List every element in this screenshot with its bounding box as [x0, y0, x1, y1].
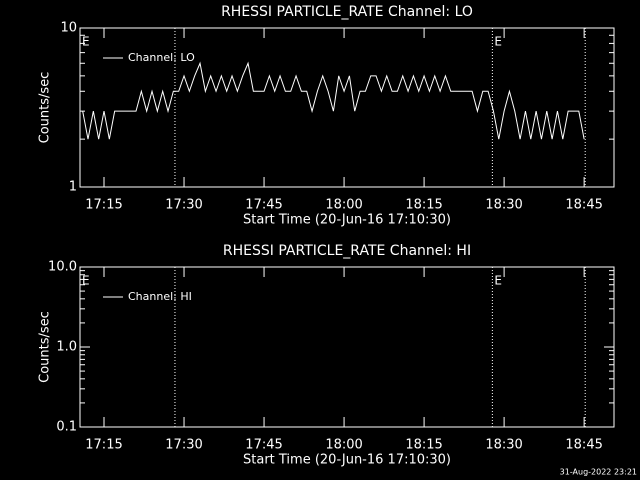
x-tick-label: 17:30 [165, 198, 202, 213]
y-axis-label: Counts/sec [38, 311, 53, 383]
x-tick-label: 18:15 [405, 198, 442, 213]
chart-title: RHESSI PARTICLE_RATE Channel: HI [223, 243, 471, 259]
x-tick-label: 17:15 [85, 438, 122, 453]
x-axis-label: Start Time (20-Jun-16 17:10:30) [243, 213, 451, 228]
event-label: E [494, 35, 502, 49]
x-tick-label: 18:00 [325, 198, 362, 213]
x-tick-label: 18:00 [325, 438, 362, 453]
legend-label: Channel: HI [128, 290, 192, 303]
footer: 31-Aug-2022 23:21 [560, 468, 637, 477]
x-tick-label: 18:15 [405, 438, 442, 453]
y-axis-label: Counts/sec [38, 72, 53, 144]
y-tick-label: 1 [69, 180, 77, 195]
legend-label: Channel: LO [128, 51, 195, 64]
y-tick-label: 1.0 [56, 340, 77, 355]
event-label: E [82, 35, 90, 49]
data-line [82, 61, 585, 140]
x-tick-label: 17:30 [165, 438, 202, 453]
x-tick-label: 17:45 [245, 438, 282, 453]
x-tick-label: 18:30 [485, 198, 522, 213]
x-tick-label: 17:15 [85, 198, 122, 213]
y-tick-label: 0.1 [56, 420, 77, 435]
event-label: E [82, 274, 90, 288]
y-tick-label: 10 [60, 21, 77, 36]
plot-frame [79, 27, 615, 188]
x-tick-label: 17:45 [245, 198, 282, 213]
x-tick-label: 18:45 [565, 198, 602, 213]
x-tick-label: 18:30 [485, 438, 522, 453]
event-label: E [494, 274, 502, 288]
y-tick-label: 10.0 [48, 260, 77, 275]
chart-title: RHESSI PARTICLE_RATE Channel: LO [221, 4, 473, 20]
x-axis-label: Start Time (20-Jun-16 17:10:30) [243, 453, 451, 468]
x-tick-label: 18:45 [565, 438, 602, 453]
